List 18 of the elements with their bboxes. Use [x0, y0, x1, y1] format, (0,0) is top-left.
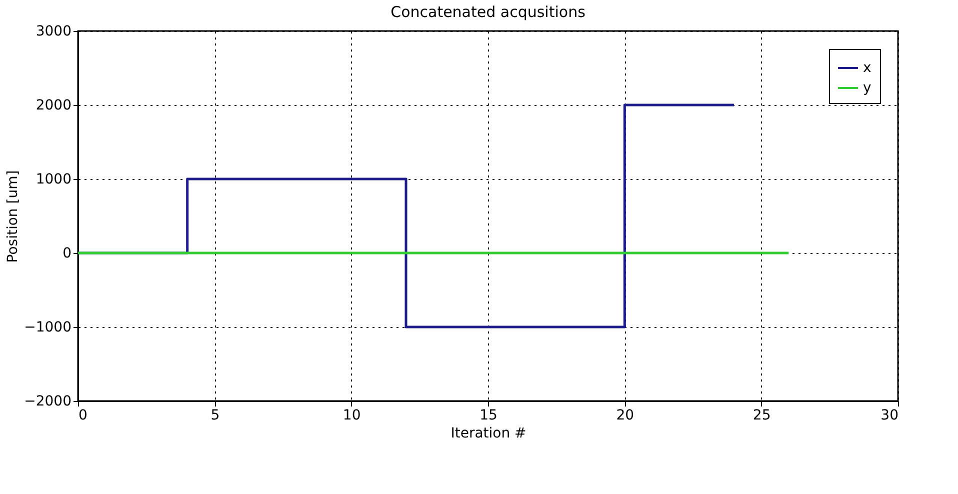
x-tick-label: 5	[210, 408, 220, 424]
y-tick-label: 1000	[36, 172, 72, 188]
y-tick-label: 0	[62, 246, 72, 262]
chart-title: Concatenated acqusitions	[390, 3, 586, 21]
x-axis-title: Iteration #	[450, 426, 526, 442]
x-tick-label: 20	[616, 408, 634, 424]
legend-label: x	[863, 60, 872, 76]
legend-label: y	[863, 80, 872, 96]
y-tick-label: 2000	[36, 98, 72, 114]
x-tick-label: 30	[880, 408, 898, 424]
y-tick-label: −1000	[24, 320, 72, 336]
x-tick-label: 10	[342, 408, 361, 424]
x-tick-label: 0	[78, 408, 88, 424]
x-tick-label: 15	[480, 408, 498, 424]
y-tick-label: 3000	[36, 24, 72, 40]
y-tick-label: −2000	[24, 394, 72, 410]
x-tick-label: 25	[752, 408, 771, 424]
y-axis-title: Position [um]	[5, 170, 22, 263]
